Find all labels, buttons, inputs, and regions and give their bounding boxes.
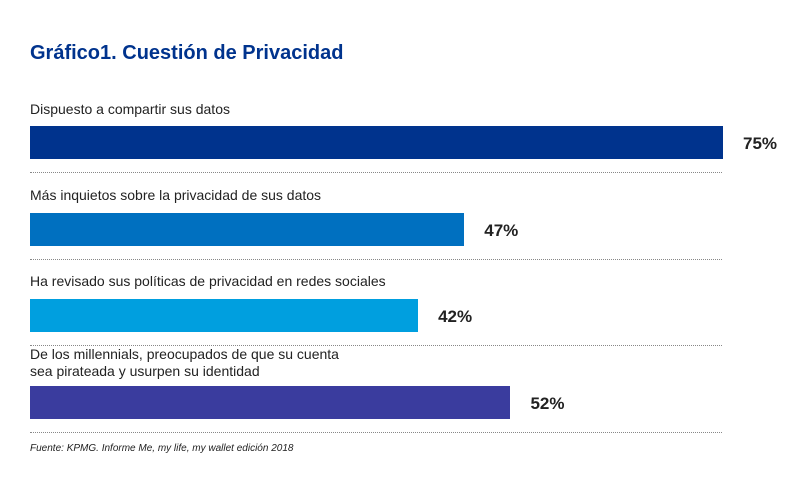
chart-title: Gráfico1. Cuestión de Privacidad: [30, 42, 344, 64]
category-label: De los millennials, preocupados de que s…: [30, 346, 339, 379]
value-label: 75%: [743, 134, 778, 153]
value-label: 47%: [484, 221, 519, 240]
value-label: 52%: [530, 394, 565, 413]
bar-baseline: [30, 345, 722, 346]
bar: [30, 299, 419, 332]
bar-baseline: [30, 172, 722, 173]
bar: [30, 386, 511, 419]
bar: [30, 126, 723, 159]
source-note: Fuente: KPMG. Informe Me, my life, my wa…: [30, 443, 294, 454]
category-label: Ha revisado sus políticas de privacidad …: [30, 273, 386, 289]
value-label: 42%: [438, 307, 473, 326]
bar-baseline: [30, 432, 722, 433]
bar: [30, 213, 465, 246]
category-label: Dispuesto a compartir sus datos: [30, 101, 230, 117]
category-label: Más inquietos sobre la privacidad de sus…: [30, 187, 322, 203]
bar-baseline: [30, 259, 722, 260]
